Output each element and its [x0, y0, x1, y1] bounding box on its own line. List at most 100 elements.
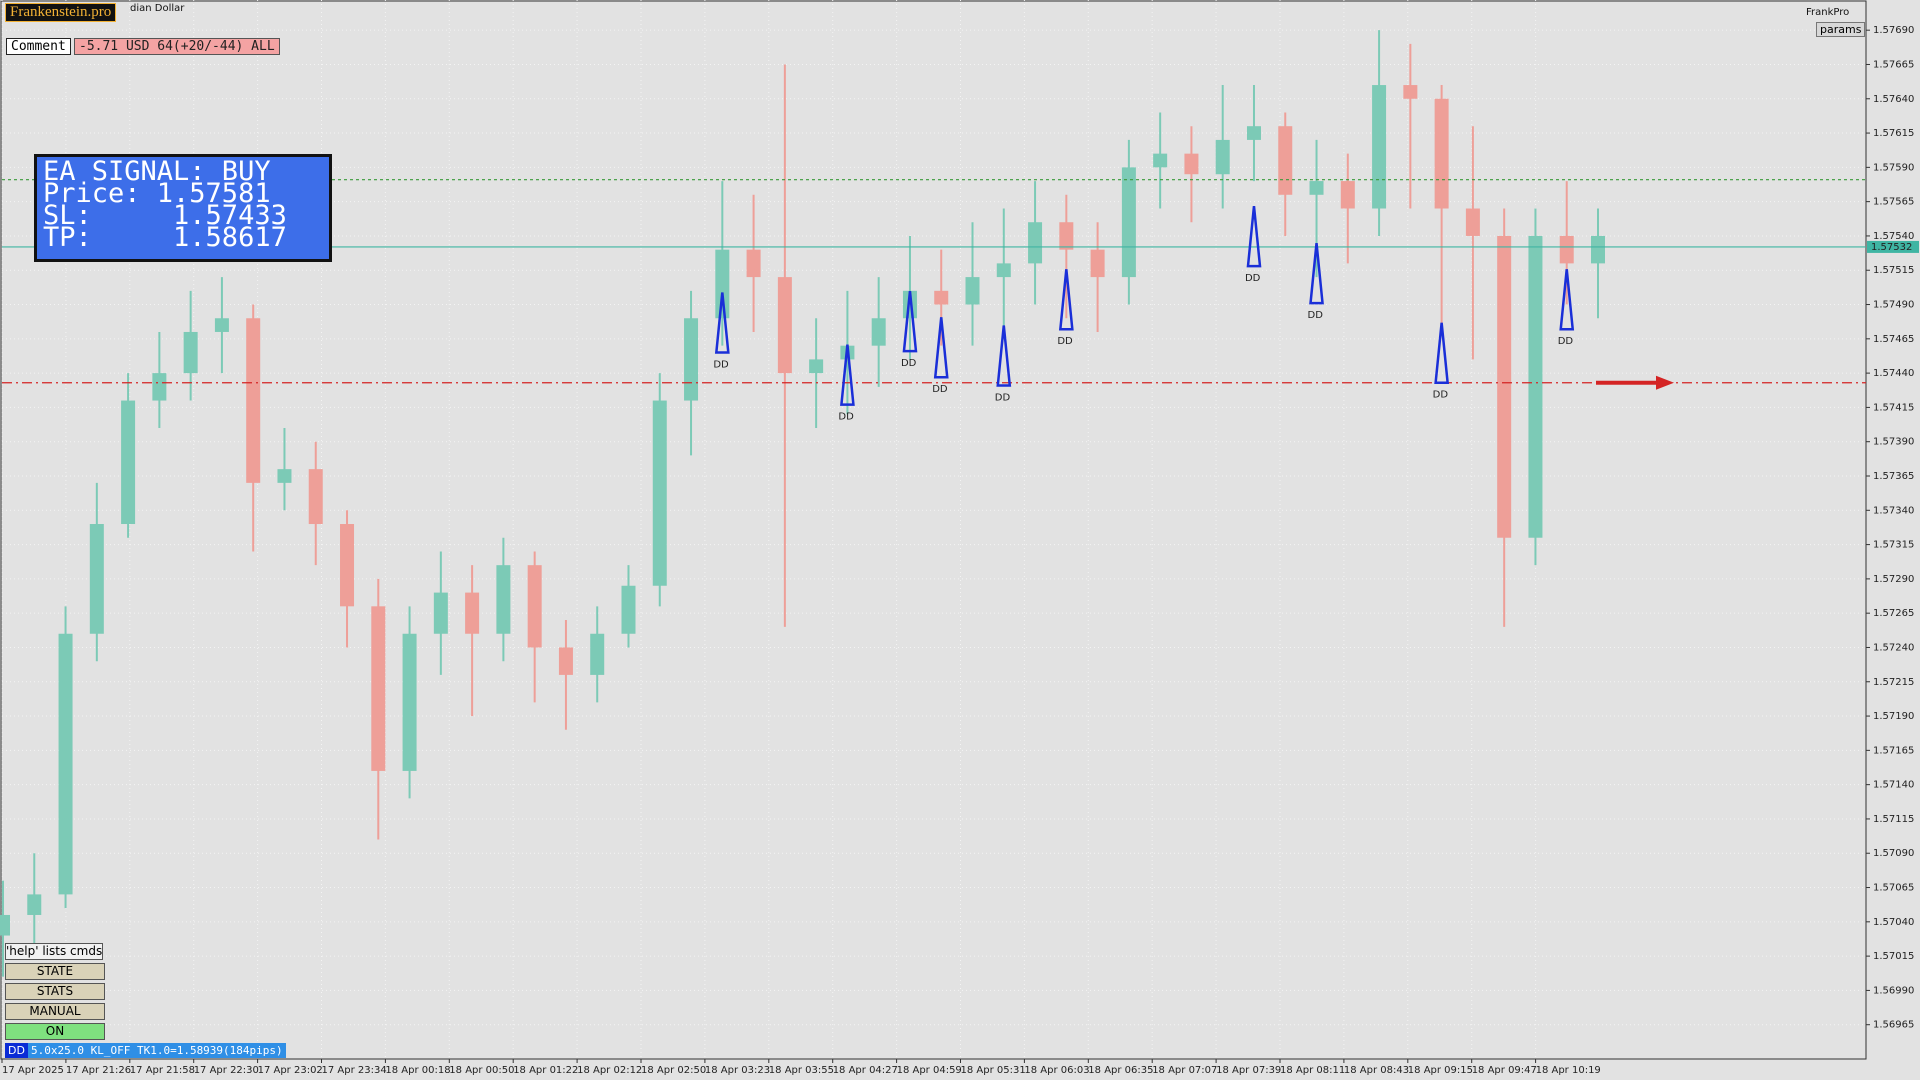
- y-tick-label: 1.57290: [1873, 574, 1914, 585]
- status-tag: DD: [5, 1043, 28, 1058]
- candle-body: [0, 914, 10, 936]
- candle-body: [1434, 98, 1449, 209]
- annotation-marker: [902, 291, 918, 353]
- y-tick-label: 1.57240: [1873, 642, 1914, 653]
- annotation-label: DD: [1433, 390, 1449, 401]
- x-tick-label: 18 Apr 05:31: [961, 1065, 1026, 1076]
- y-tick-label: 1.57115: [1873, 814, 1914, 825]
- x-tick-label: 17 Apr 21:58: [130, 1065, 195, 1076]
- x-tick-label: 18 Apr 09:15: [1408, 1065, 1473, 1076]
- annotation-label: DD: [1558, 336, 1574, 347]
- x-tick-label: 18 Apr 08:11: [1280, 1065, 1345, 1076]
- y-tick-label: 1.57190: [1873, 711, 1914, 722]
- candle-body: [1528, 235, 1543, 538]
- y-tick-label: 1.57215: [1873, 677, 1914, 688]
- x-tick-label: 17 Apr 2025: [2, 1065, 64, 1076]
- x-tick-label: 17 Apr 21:26: [66, 1065, 131, 1076]
- annotation-marker: [996, 325, 1012, 387]
- x-tick-label: 18 Apr 03:23: [705, 1065, 770, 1076]
- candle-body: [558, 647, 573, 675]
- signal-box: EA SIGNAL: BUY Price: 1.57581 SL: 1.57433 T…: [34, 154, 332, 262]
- y-tick-label: 1.56965: [1873, 1020, 1914, 1031]
- y-tick-label: 1.56990: [1873, 985, 1914, 996]
- annotation-label: DD: [932, 384, 948, 395]
- candle-body: [433, 592, 448, 634]
- level-arrow-head: [1656, 375, 1674, 390]
- x-tick-label: 18 Apr 10:19: [1536, 1065, 1601, 1076]
- annotation-marker: [714, 292, 730, 354]
- candle-body: [1184, 153, 1199, 175]
- candle-body: [1246, 126, 1261, 140]
- y-tick-label: 1.57015: [1873, 951, 1914, 962]
- candle-body: [1153, 153, 1168, 168]
- manual-button[interactable]: MANUAL: [5, 1003, 105, 1020]
- annotation-label: DD: [713, 360, 729, 371]
- candle-body: [1215, 139, 1230, 175]
- annotation-label: DD: [901, 358, 917, 369]
- candle-body: [496, 565, 511, 634]
- y-tick-label: 1.57315: [1873, 540, 1914, 551]
- annotation-marker: [840, 344, 855, 406]
- x-tick-label: 17 Apr 23:02: [258, 1065, 323, 1076]
- y-tick-label: 1.57265: [1873, 608, 1914, 619]
- y-tick-label: 1.57690: [1873, 25, 1914, 36]
- candle-body: [902, 290, 917, 319]
- annotation-marker: [933, 317, 949, 379]
- candle-body: [308, 469, 323, 525]
- x-tick-label: 18 Apr 00:18: [385, 1065, 450, 1076]
- comment-label: Comment: [6, 38, 71, 55]
- annotation-label: DD: [995, 392, 1011, 403]
- signal-line: TP: 1.58617: [43, 222, 287, 253]
- x-tick-label: 17 Apr 22:30: [194, 1065, 259, 1076]
- x-tick-label: 17 Apr 23:34: [322, 1065, 387, 1076]
- signal-line: Price: 1.57581: [43, 178, 271, 209]
- y-tick-label: 1.57090: [1873, 848, 1914, 859]
- x-tick-label: 18 Apr 00:50: [449, 1065, 514, 1076]
- candle-body: [777, 277, 792, 374]
- candle-body: [89, 524, 104, 634]
- candle-body: [1591, 235, 1605, 264]
- help-button[interactable]: 'help' lists cmds: [5, 943, 103, 960]
- x-tick-label: 18 Apr 09:47: [1472, 1065, 1537, 1076]
- x-tick-label: 18 Apr 08:43: [1344, 1065, 1409, 1076]
- stats-button[interactable]: STATS: [5, 983, 105, 1000]
- y-tick-label: 1.57140: [1873, 780, 1914, 791]
- annotation-marker: [1434, 322, 1450, 384]
- candle-body: [121, 400, 136, 525]
- candle-body: [1340, 181, 1355, 209]
- candle-body: [621, 585, 636, 634]
- y-tick-label: 1.57390: [1873, 437, 1914, 448]
- candle-body: [214, 318, 229, 332]
- y-tick-label: 1.57165: [1873, 745, 1914, 756]
- annotation-label: DD: [1308, 310, 1324, 321]
- x-tick-label: 18 Apr 06:35: [1088, 1065, 1153, 1076]
- y-tick-label: 1.57615: [1873, 128, 1914, 139]
- candle-body: [465, 592, 480, 634]
- symbol-label: dian Dollar: [130, 3, 185, 14]
- candle-body: [652, 400, 667, 586]
- plot-frame: [0, 0, 1867, 1060]
- candle-body: [340, 524, 355, 607]
- annotation-marker: [1309, 243, 1324, 305]
- x-tick-label: 18 Apr 04:59: [897, 1065, 962, 1076]
- candle-body: [527, 565, 542, 648]
- on-button[interactable]: ON: [5, 1023, 105, 1040]
- candle-body: [402, 633, 417, 771]
- candle-body: [715, 249, 730, 319]
- annotation-marker: [1559, 269, 1575, 331]
- brand-right: FrankPro: [1806, 7, 1850, 18]
- params-button[interactable]: params: [1816, 22, 1866, 37]
- x-tick-label: 18 Apr 02:50: [641, 1065, 706, 1076]
- x-tick-label: 18 Apr 04:27: [833, 1065, 898, 1076]
- candle-body: [27, 894, 42, 915]
- signal-title: EA SIGNAL: BUY: [43, 156, 271, 187]
- candle-body: [1121, 167, 1136, 278]
- y-tick-label: 1.57465: [1873, 334, 1914, 345]
- state-button[interactable]: STATE: [5, 963, 105, 980]
- y-tick-label: 1.57490: [1873, 300, 1914, 311]
- candle-body: [1090, 249, 1105, 278]
- candle-body: [1403, 85, 1418, 99]
- annotation-marker: [1246, 205, 1262, 268]
- candle-body: [746, 249, 761, 278]
